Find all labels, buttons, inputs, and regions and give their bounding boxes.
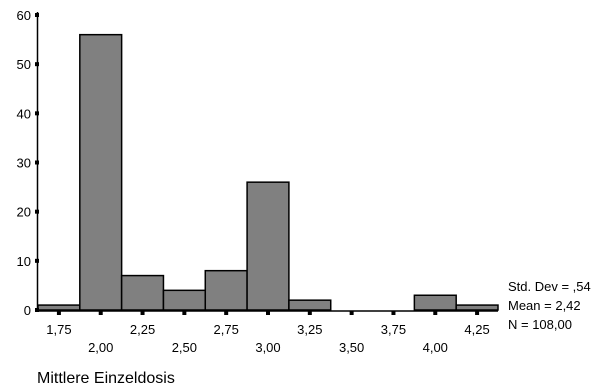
x-tick-mark	[140, 311, 145, 315]
y-tick-label: 30	[17, 156, 31, 171]
y-tick-label: 60	[17, 8, 31, 23]
std-dev-label: Std. Dev = ,54	[508, 279, 591, 294]
x-tick-label: 2,50	[172, 340, 197, 355]
x-tick-mark	[98, 311, 103, 315]
histogram-bar	[37, 304, 81, 311]
x-tick-mark	[349, 311, 354, 315]
x-tick-mark	[391, 311, 396, 315]
x-tick-label: 2,75	[214, 322, 239, 337]
x-tick-mark	[433, 311, 438, 315]
y-tick-label: 0	[24, 303, 31, 318]
x-tick-label: 4,25	[464, 322, 489, 337]
histogram-bar	[79, 33, 123, 311]
x-tick-label: 3,75	[381, 322, 406, 337]
x-tick-mark	[307, 311, 312, 315]
y-tick-mark	[35, 308, 39, 312]
x-tick-label: 2,25	[130, 322, 155, 337]
x-axis-label: Mittlere Einzeldosis	[37, 370, 175, 387]
statistics-legend: Std. Dev = ,54 Mean = 2,42 N = 108,00	[508, 277, 591, 334]
histogram-bar	[162, 289, 207, 311]
y-tick-label: 40	[17, 106, 31, 121]
x-tick-label: 3,25	[297, 322, 322, 337]
y-tick-mark	[35, 62, 39, 67]
x-tick-mark	[56, 311, 61, 315]
histogram-bar	[288, 299, 332, 311]
histogram-bar	[455, 304, 499, 311]
x-tick-mark	[224, 311, 229, 315]
x-tick-label: 3,50	[339, 340, 364, 355]
histogram-bar	[120, 274, 165, 311]
x-tick-mark	[266, 311, 270, 315]
x-tick-mark	[475, 311, 480, 315]
bars-group	[37, 33, 499, 311]
y-tick-label: 10	[17, 254, 31, 269]
y-tick-label: 20	[17, 205, 31, 220]
n-label: N = 108,00	[508, 317, 572, 332]
y-tick-mark	[35, 13, 39, 17]
ticks-group: 0 10 20 30 40 50 60 1,75 2,00 2,25 2,50 2,75 3,00 3,2…	[17, 8, 490, 355]
histogram-bar	[204, 269, 248, 311]
y-tick-mark	[35, 160, 39, 165]
y-tick-mark	[35, 111, 39, 116]
mean-label: Mean = 2,42	[508, 298, 581, 313]
y-tick-label: 50	[17, 57, 31, 72]
x-tick-label: 3,00	[255, 340, 280, 355]
y-tick-mark	[35, 209, 39, 214]
x-tick-mark	[182, 311, 187, 315]
y-tick-mark	[35, 258, 39, 263]
histogram-bar	[413, 294, 457, 311]
histogram-bar	[246, 181, 290, 311]
x-tick-label: 2,00	[88, 340, 113, 355]
x-tick-label: 1,75	[46, 322, 71, 337]
x-tick-label: 4,00	[423, 340, 448, 355]
